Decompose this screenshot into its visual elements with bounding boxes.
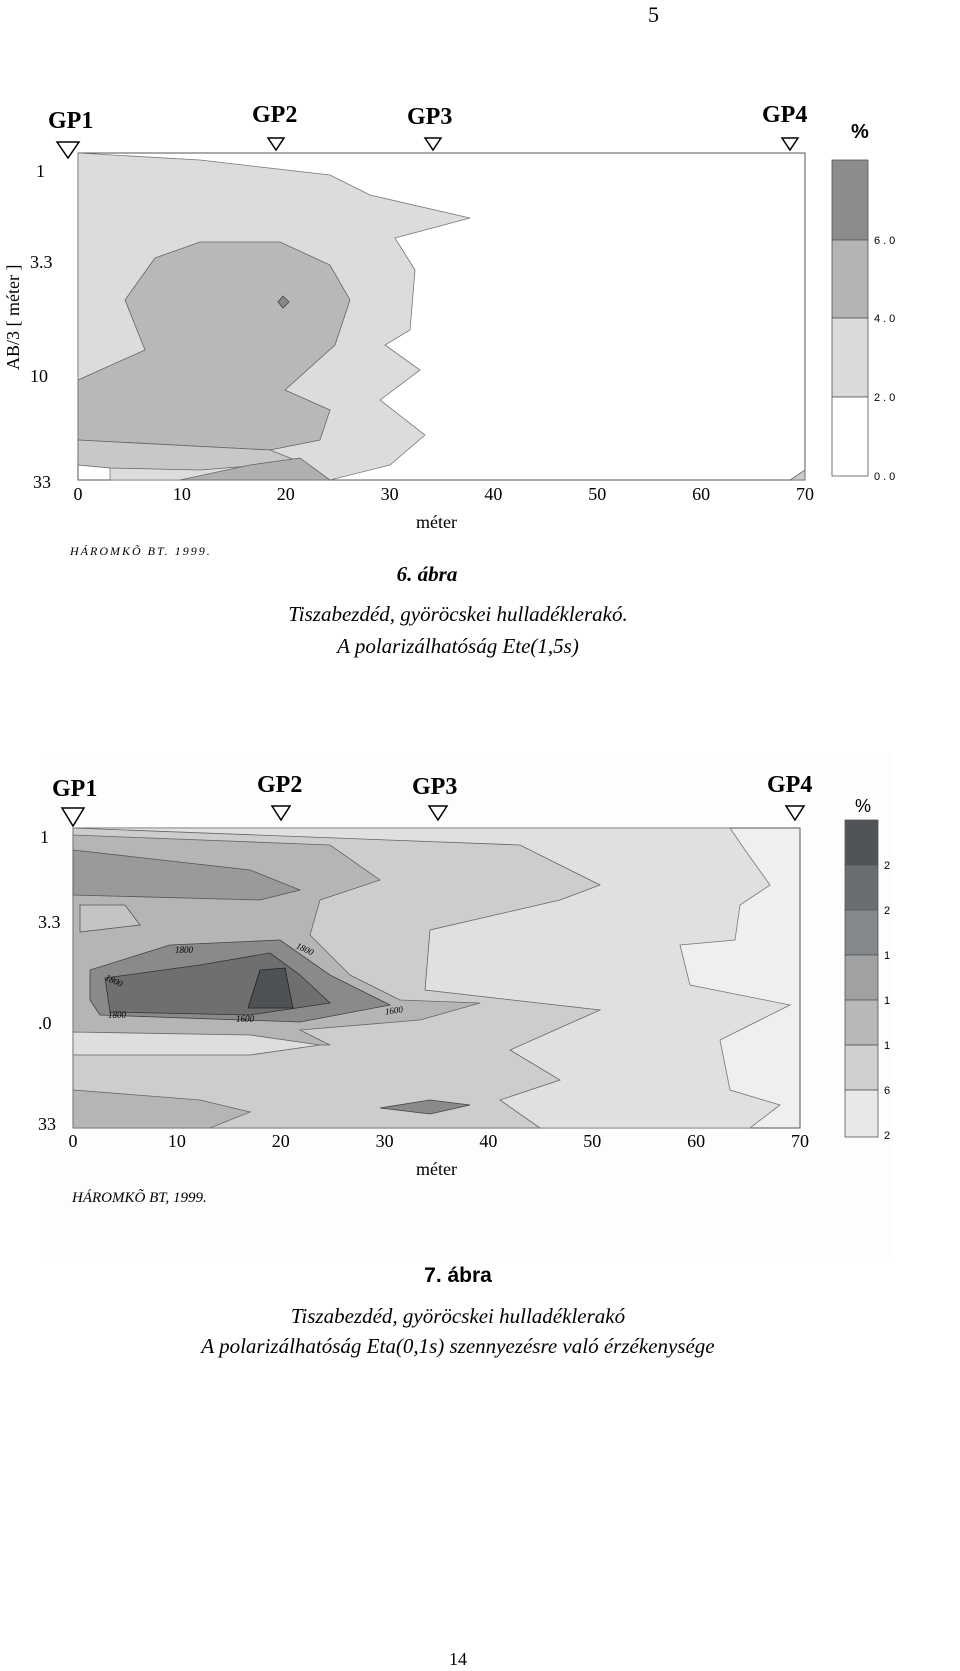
y-label: .0 [38,1013,52,1033]
legend-label: 2 [884,1130,893,1142]
page-mark: 5 [648,2,659,27]
legend-label: 1 [884,950,893,962]
unit-label: % [855,796,871,816]
contour [72,1089,252,1129]
x-tick-label: 0 [69,1131,78,1151]
x-tick-label: 10 [168,1131,186,1151]
figure-1: GP1 GP2 GP3 GP4 % 1 3.3 10 33 AB/3 [ mét… [3,102,898,658]
x-tick-label: 20 [277,484,295,504]
contour [788,469,806,481]
x-tick-label: 40 [479,1131,497,1151]
x-axis-label: méter [416,1159,457,1179]
caption-line: Tiszabezdéd, györöcskei hulladéklerakó [291,1304,626,1328]
legend-labels: 2 2 1 1 1 6 2 [884,860,893,1142]
station-label: GP1 [48,108,93,134]
x-ticks: 0 10 20 30 40 50 60 70 [74,484,815,504]
legend-label: 2 [884,905,893,917]
legend-label: 6.0 [874,235,898,247]
y-label: 33 [33,472,51,492]
y-axis-label: AB/3 [ méter ] [3,265,23,370]
caption-number: 7. ábra [424,1264,492,1287]
caption-line: Tiszabezdéd, györöcskei hulladéklerakó. [288,602,627,626]
x-tick-label: 60 [687,1131,705,1151]
station-markers [55,137,800,160]
legend-label: 6 [884,1085,893,1097]
contour [72,849,302,901]
credit: HÁROMKÕ BT. 1999. [69,544,212,558]
x-tick-label: 50 [588,484,606,504]
caption-line: A polarizálhatóság Ete(1,5s) [335,634,579,658]
x-tick-label: 70 [791,1131,809,1151]
y-label: 33 [38,1114,56,1134]
station-label: GP3 [412,774,457,800]
x-tick-label: 10 [173,484,191,504]
contour [179,457,332,481]
x-tick-label: 30 [381,484,399,504]
contour [379,1099,471,1115]
legend-label: 4.0 [874,313,898,325]
x-tick-label: 40 [484,484,502,504]
contour-label: 1800 [108,1010,127,1020]
x-tick-label: 70 [796,484,814,504]
x-axis-label: méter [416,512,457,532]
legend [831,159,869,477]
y-label: 1 [40,827,49,847]
figure-2: GP1 GP2 GP3 GP4 % 1 3.3 .0 33 0 10 20 30 40 5… [38,752,893,1358]
station-label: GP2 [257,772,302,798]
credit: HÁROMKÕ BT, 1999. [71,1189,207,1206]
y-label: 3.3 [38,912,61,932]
y-label: 1 [36,161,45,181]
contour [77,241,351,451]
contour [79,904,141,933]
legend [844,819,879,1138]
x-tick-label: 30 [376,1131,394,1151]
station-label: GP3 [407,104,452,130]
legend-label: 1 [884,1040,893,1052]
contour [247,967,294,1009]
x-tick-label: 60 [692,484,710,504]
x-tick-label: 50 [583,1131,601,1151]
y-label: 3.3 [30,252,53,272]
y-label: 10 [30,366,48,386]
contour-label: 1800 [175,945,194,955]
legend-label: 1 [884,995,893,1007]
unit-label: % [851,121,869,143]
station-markers [60,805,806,828]
contour-label: 1600 [384,1004,404,1016]
x-tick-label: 20 [272,1131,290,1151]
caption-number: 6. ábra [397,562,458,586]
contour-label: 1600 [236,1014,255,1024]
contour [72,1031,321,1056]
legend-label: 2 [884,860,893,872]
station-label: GP2 [252,102,297,128]
x-ticks: 0 10 20 30 40 50 60 70 [69,1131,810,1151]
page-number: 14 [449,1649,467,1669]
legend-label: 2.0 [874,392,898,404]
contour [277,295,290,309]
station-label: GP4 [767,772,812,798]
contour [77,439,301,471]
station-label: GP4 [762,102,807,128]
x-tick-label: 0 [74,484,83,504]
station-label: GP1 [52,776,97,802]
legend-label: 0.0 [874,471,898,483]
caption-line: A polarizálhatóság Eta(0,1s) szennyezésr… [199,1334,714,1358]
